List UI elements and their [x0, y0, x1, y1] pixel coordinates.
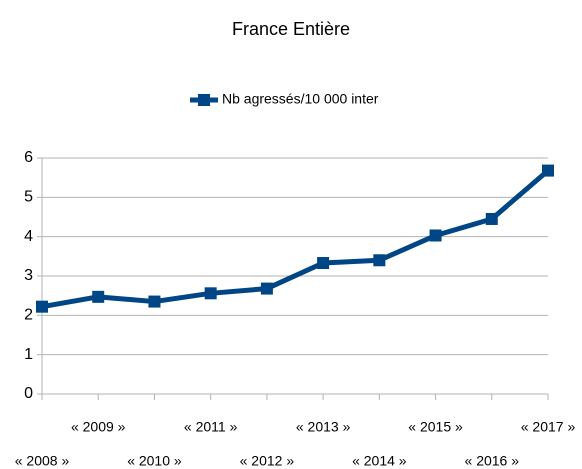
y-tick-label: 0	[24, 385, 33, 402]
data-line	[41, 168, 550, 310]
data-point	[542, 164, 554, 177]
legend-marker	[198, 94, 210, 106]
x-tick-label: « 2009 »	[71, 419, 126, 435]
x-tick-label: « 2013 »	[296, 419, 351, 435]
data-point	[260, 282, 273, 295]
y-tick-label: 4	[24, 228, 33, 245]
data-point	[373, 254, 386, 267]
y-tick-label: 6	[24, 149, 33, 166]
y-tick-label: 5	[24, 189, 33, 206]
data-point	[204, 287, 217, 300]
y-tick-label: 2	[24, 307, 33, 324]
chart-title: France Entière	[232, 19, 350, 39]
y-tick-label: 1	[24, 346, 33, 363]
x-tick-label: « 2016 »	[465, 453, 520, 469]
data-point	[36, 300, 48, 313]
x-tick-label: « 2008 »	[15, 453, 70, 469]
data-point	[429, 229, 442, 242]
x-tick-label: « 2014 »	[352, 453, 407, 469]
data-point	[92, 290, 105, 303]
legend-label: Nb agressés/10 000 inter	[222, 91, 379, 107]
x-tick-label: « 2015 »	[408, 419, 463, 435]
x-tick-label: « 2012 »	[240, 453, 295, 469]
data-point	[148, 295, 161, 308]
y-tick-label: 3	[24, 267, 33, 284]
data-point	[317, 257, 330, 270]
x-tick-label: « 2010 »	[127, 453, 182, 469]
x-tick-label: « 2011 »	[184, 419, 238, 435]
data-point	[485, 212, 498, 225]
x-tick-label: « 2017 »	[521, 419, 576, 435]
